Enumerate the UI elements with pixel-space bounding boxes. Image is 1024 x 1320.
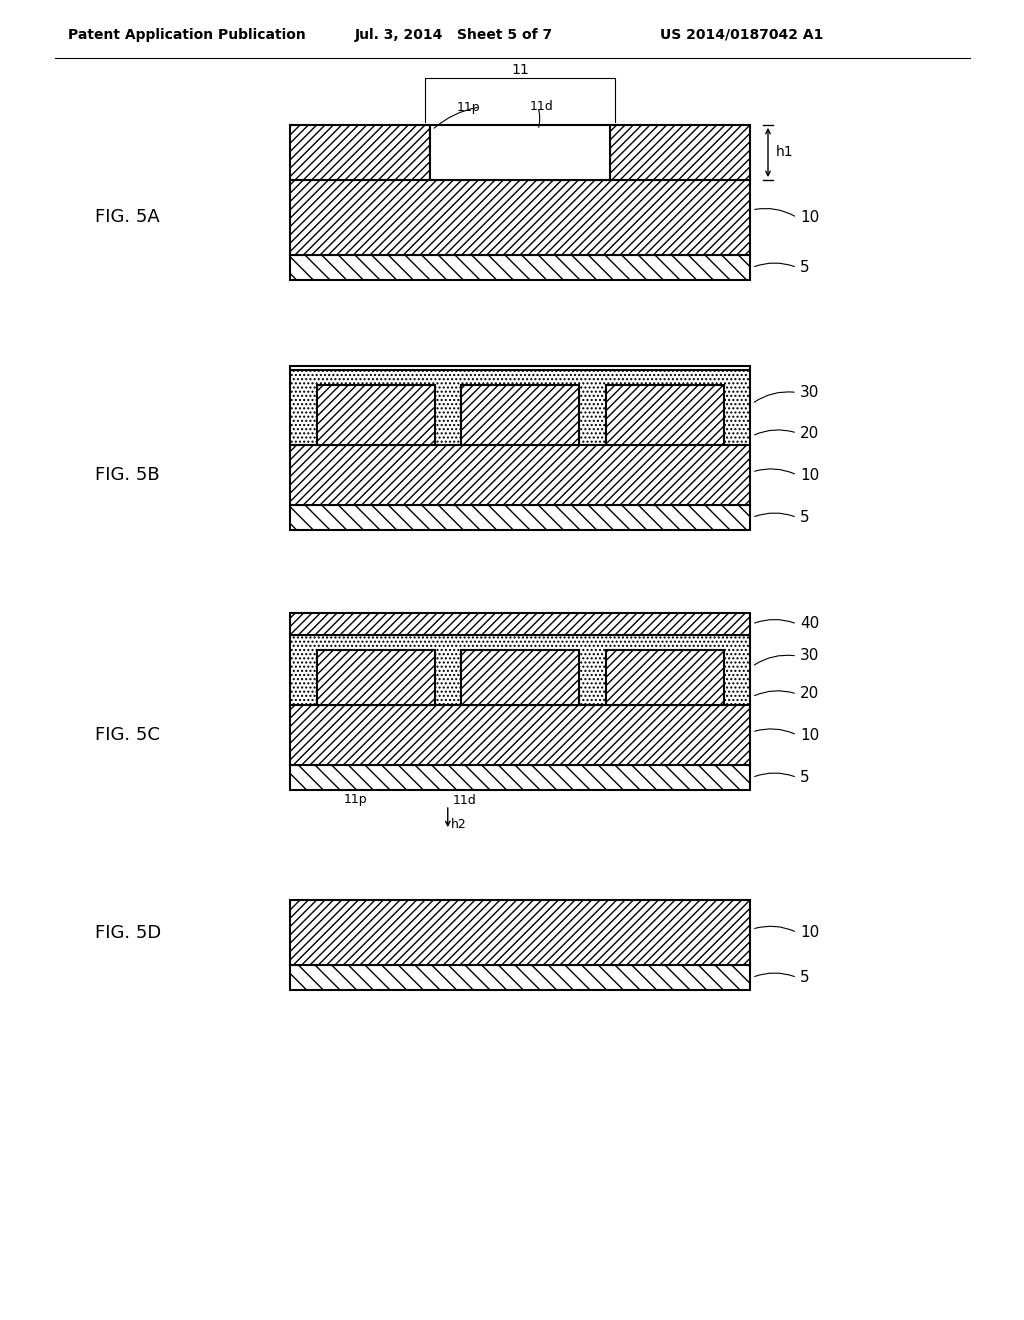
Text: 10: 10 bbox=[800, 210, 819, 224]
Text: 5: 5 bbox=[800, 970, 810, 985]
Bar bbox=[461, 385, 579, 445]
Text: 5: 5 bbox=[800, 260, 810, 275]
Bar bbox=[610, 125, 750, 180]
Text: 11d: 11d bbox=[453, 793, 476, 807]
Text: FIG. 5C: FIG. 5C bbox=[95, 726, 160, 744]
Bar bbox=[316, 385, 434, 445]
Text: FIG. 5A: FIG. 5A bbox=[95, 209, 160, 227]
Text: 30: 30 bbox=[800, 385, 819, 400]
Bar bbox=[290, 255, 750, 280]
Bar bbox=[316, 649, 434, 705]
Text: 5: 5 bbox=[800, 510, 810, 525]
Bar bbox=[605, 385, 724, 445]
Text: h2: h2 bbox=[451, 818, 467, 832]
Bar bbox=[461, 649, 579, 705]
Bar bbox=[290, 965, 750, 990]
Bar bbox=[290, 506, 750, 531]
Bar bbox=[290, 366, 750, 370]
Text: 10: 10 bbox=[800, 925, 819, 940]
Text: 11: 11 bbox=[511, 63, 528, 77]
Bar bbox=[290, 125, 430, 180]
Bar bbox=[430, 125, 610, 180]
Text: 40: 40 bbox=[800, 616, 819, 631]
Text: 5: 5 bbox=[800, 770, 810, 785]
Text: 10: 10 bbox=[800, 727, 819, 742]
Bar bbox=[290, 766, 750, 789]
Text: h1: h1 bbox=[776, 145, 794, 160]
Text: FIG. 5B: FIG. 5B bbox=[95, 466, 160, 484]
Bar bbox=[290, 635, 750, 705]
Text: 11p: 11p bbox=[344, 793, 368, 807]
Bar bbox=[605, 649, 724, 705]
Text: US 2014/0187042 A1: US 2014/0187042 A1 bbox=[660, 28, 823, 42]
Text: 11d: 11d bbox=[530, 100, 554, 114]
Bar bbox=[290, 445, 750, 506]
Text: 11p: 11p bbox=[457, 100, 480, 114]
Bar bbox=[290, 612, 750, 635]
Bar bbox=[290, 370, 750, 445]
Text: 30: 30 bbox=[800, 648, 819, 664]
Bar bbox=[290, 705, 750, 766]
Bar bbox=[290, 180, 750, 255]
Text: 10: 10 bbox=[800, 467, 819, 483]
Text: 20: 20 bbox=[800, 686, 819, 701]
Bar bbox=[290, 900, 750, 965]
Text: 20: 20 bbox=[800, 425, 819, 441]
Text: Jul. 3, 2014   Sheet 5 of 7: Jul. 3, 2014 Sheet 5 of 7 bbox=[355, 28, 553, 42]
Text: Patent Application Publication: Patent Application Publication bbox=[68, 28, 306, 42]
Text: FIG. 5D: FIG. 5D bbox=[95, 924, 161, 941]
